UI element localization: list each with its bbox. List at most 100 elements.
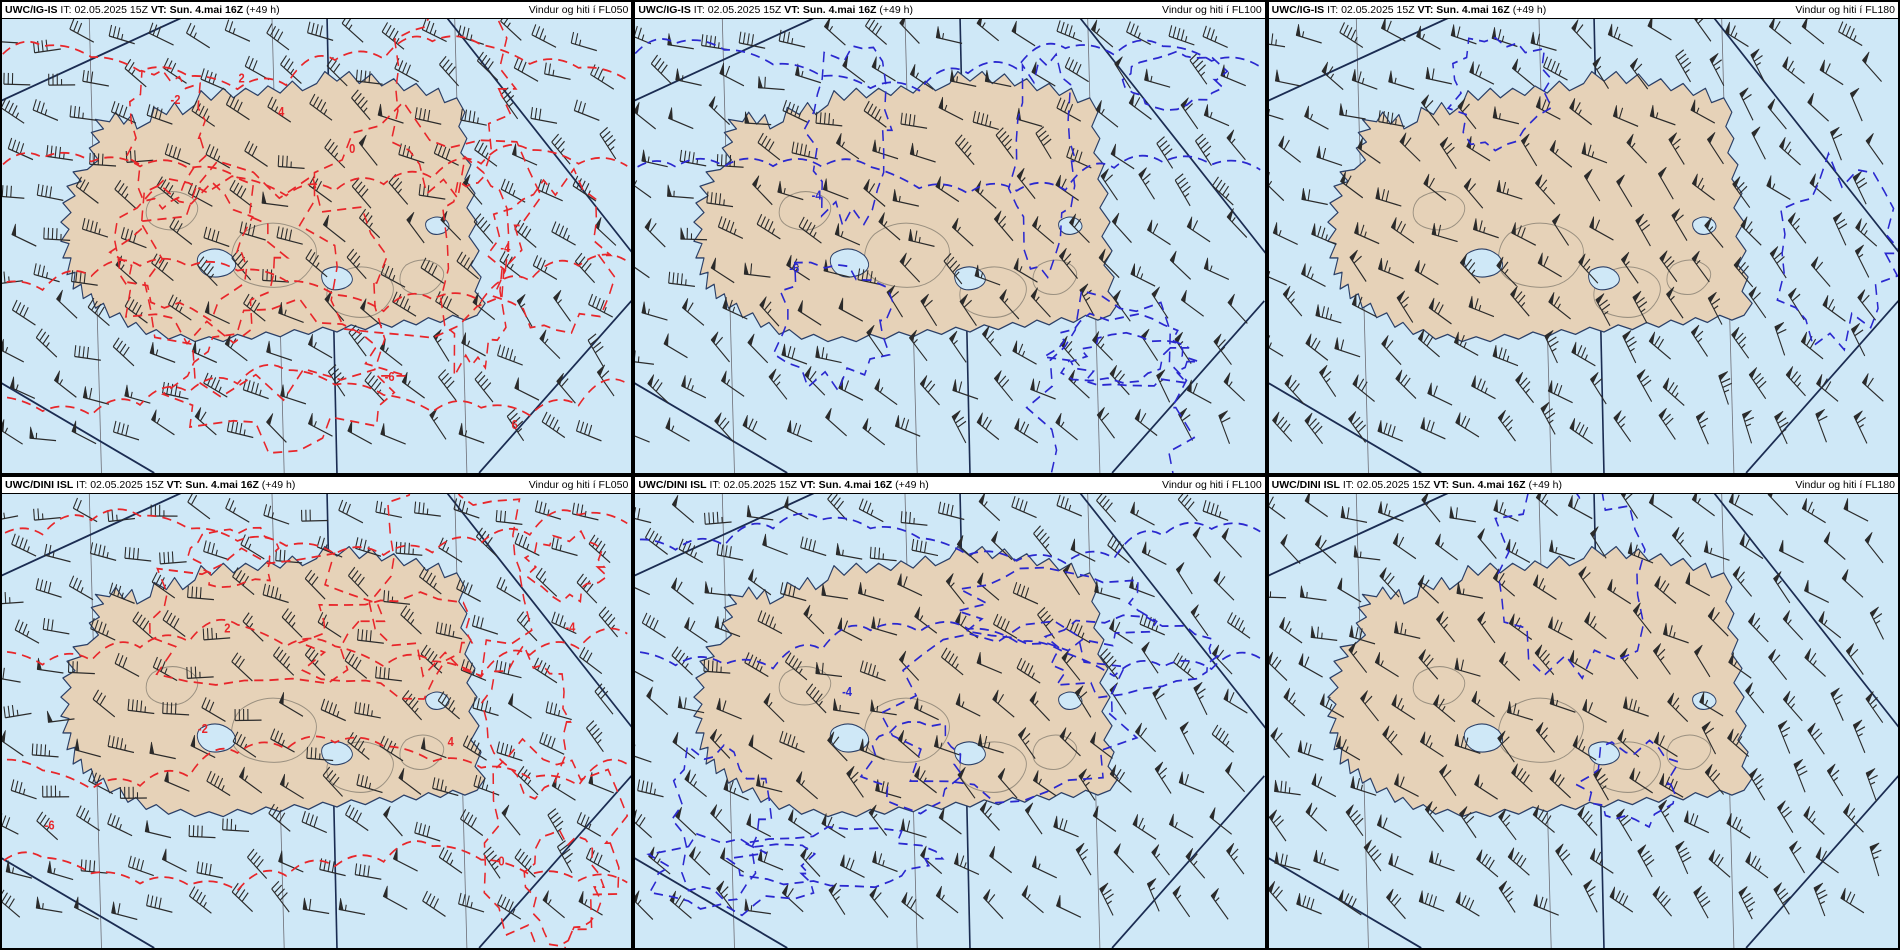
isotherm-label: -6 — [385, 369, 395, 384]
lead-time: (+49 h) — [261, 478, 296, 491]
valid-time-value: Sun. 4.mai 16Z — [818, 478, 893, 491]
issue-time-value: 02.05.2025 15Z — [707, 3, 782, 16]
isotherm-label: 4 — [278, 104, 284, 119]
weather-panel-6[interactable]: UWC/DINI ISL IT: 02.05.2025 15Z VT: Sun.… — [1266, 475, 1900, 950]
panel-header: UWC/IG-IS IT: 02.05.2025 15Z VT: Sun. 4.… — [1268, 2, 1898, 19]
iceland-landmass — [693, 545, 1120, 818]
isotherm-contours: -4 -6 — [635, 38, 1261, 473]
weather-panel-3[interactable]: UWC/IG-IS IT: 02.05.2025 15Z VT: Sun. 4.… — [1266, 0, 1900, 475]
iceland-landmass — [1326, 545, 1753, 818]
panel-run-info: UWC/IG-IS IT: 02.05.2025 15Z VT: Sun. 4.… — [638, 3, 913, 18]
valid-time-label: VT: — [800, 478, 816, 491]
map-canvas[interactable]: -4 — [635, 494, 1265, 948]
isotherm-label: -4 — [565, 620, 575, 635]
panel-header: UWC/DINI ISL IT: 02.05.2025 15Z VT: Sun.… — [1268, 477, 1898, 494]
lakes — [830, 691, 1083, 766]
weather-panel-2[interactable]: UWC/IG-IS IT: 02.05.2025 15Z VT: Sun. 4.… — [633, 0, 1267, 475]
map-canvas[interactable]: -4 -6 — [635, 19, 1265, 473]
weather-panel-4[interactable]: UWC/DINI ISL IT: 02.05.2025 15Z VT: Sun.… — [0, 475, 634, 950]
valid-time-label: VT: — [166, 478, 183, 491]
panel-product-label: Vindur og hiti í FL050 — [528, 478, 629, 491]
wind-barb-field — [2, 494, 618, 921]
issue-time-value: 02.05.2025 15Z — [1356, 478, 1431, 491]
issue-time-label: IT: — [1342, 478, 1354, 491]
lead-time: (+49 h) — [1512, 3, 1547, 16]
isotherm-contours: -4 — [635, 512, 1261, 917]
issue-time-label: IT: — [76, 478, 88, 491]
model-name: UWC/DINI ISL — [5, 478, 74, 491]
panel-run-info: UWC/IG-IS IT: 02.05.2025 15Z VT: Sun. 4.… — [1272, 3, 1547, 18]
weather-panel-1[interactable]: UWC/IG-IS IT: 02.05.2025 15Z VT: Sun. 4.… — [0, 0, 634, 475]
valid-time-label: VT: — [784, 3, 800, 16]
isotherm-label: -2 — [198, 721, 208, 736]
issue-time-value: 02.05.2025 15Z — [723, 478, 798, 491]
lead-time: (+49 h) — [895, 478, 929, 491]
isotherm-contours: -2 0 2 4 -4 -6 — [2, 494, 629, 948]
wind-barb-field — [2, 19, 617, 445]
model-name: UWC/DINI ISL — [1271, 478, 1340, 491]
issue-time-value: 02.05.2025 15Z — [90, 478, 164, 491]
isotherm-contours: -2 0 2 4 6 -4 -6 — [2, 19, 628, 454]
valid-time-value: Sun. 4.mai 16Z — [1452, 478, 1526, 491]
isotherm-label: 2 — [239, 70, 245, 85]
model-name: UWC/IG-IS — [5, 3, 58, 16]
panel-product-label: Vindur og hiti í FL050 — [528, 3, 629, 16]
iceland-landmass — [1326, 70, 1753, 343]
issue-time-label: IT: — [709, 478, 721, 491]
iceland-landmass — [60, 70, 486, 343]
isotherm-label: 0 — [498, 854, 504, 869]
panel-run-info: UWC/IG-IS IT: 02.05.2025 15Z VT: Sun. 4.… — [5, 3, 280, 18]
panel-run-info: UWC/DINI ISL IT: 02.05.2025 15Z VT: Sun.… — [5, 478, 295, 493]
isotherm-contours — [1493, 494, 1680, 829]
lead-time: (+49 h) — [246, 3, 280, 16]
isotherm-contours — [1446, 36, 1898, 352]
isotherm-label: -4 — [812, 188, 822, 203]
valid-time-value: Sun. 4.mai 16Z — [185, 478, 259, 491]
weather-panel-5[interactable]: UWC/DINI ISL IT: 02.05.2025 15Z VT: Sun.… — [633, 475, 1267, 950]
map-canvas[interactable] — [1268, 494, 1898, 948]
valid-time-value: Sun. 4.mai 16Z — [1436, 3, 1510, 16]
valid-time-value: Sun. 4.mai 16Z — [169, 3, 244, 16]
wind-barb-field — [635, 494, 1251, 920]
issue-time-value: 02.05.2025 15Z — [74, 3, 148, 16]
model-name: UWC/IG-IS — [1271, 3, 1325, 16]
model-name: UWC/IG-IS — [638, 3, 691, 16]
valid-time-label: VT: — [1417, 3, 1434, 16]
panel-header: UWC/IG-IS IT: 02.05.2025 15Z VT: Sun. 4.… — [2, 2, 632, 19]
map-canvas[interactable]: -2 0 2 4 -4 -6 — [2, 494, 632, 948]
panel-product-label: Vindur og hiti í FL180 — [1795, 478, 1895, 491]
map-canvas[interactable] — [1268, 19, 1898, 473]
issue-time-label: IT: — [693, 3, 705, 16]
lead-time: (+49 h) — [879, 3, 913, 16]
panel-run-info: UWC/DINI ISL IT: 02.05.2025 15Z VT: Sun.… — [1272, 478, 1562, 493]
panel-product-label: Vindur og hiti í FL180 — [1795, 3, 1895, 16]
panel-product-label: Vindur og hiti í FL100 — [1162, 478, 1262, 491]
valid-time-value: Sun. 4.mai 16Z — [802, 3, 877, 16]
panel-header: UWC/IG-IS IT: 02.05.2025 15Z VT: Sun. 4.… — [635, 2, 1265, 19]
panel-header: UWC/DINI ISL IT: 02.05.2025 15Z VT: Sun.… — [635, 477, 1265, 494]
isotherm-label: 4 — [448, 734, 454, 749]
iceland-landmass — [60, 545, 486, 818]
panel-header: UWC/DINI ISL IT: 02.05.2025 15Z VT: Sun.… — [2, 477, 632, 494]
model-name: UWC/DINI ISL — [638, 478, 707, 491]
isotherm-label: -4 — [500, 240, 510, 255]
panel-run-info: UWC/DINI ISL IT: 02.05.2025 15Z VT: Sun.… — [638, 478, 928, 493]
isotherm-label: 0 — [349, 141, 355, 156]
isotherm-label: -6 — [790, 260, 800, 275]
isotherm-label: -4 — [842, 684, 852, 699]
map-canvas[interactable]: -2 0 2 4 6 -4 -6 — [2, 19, 632, 473]
isotherm-label: 6 — [512, 417, 518, 432]
issue-time-label: IT: — [1327, 3, 1339, 16]
lead-time: (+49 h) — [1528, 478, 1563, 491]
valid-time-label: VT: — [150, 3, 167, 16]
lakes — [1463, 691, 1717, 766]
isotherm-label: -6 — [45, 818, 55, 833]
wind-barb-field — [635, 19, 1249, 446]
issue-time-label: IT: — [60, 3, 72, 16]
lakes — [196, 216, 450, 291]
valid-time-label: VT: — [1433, 478, 1450, 491]
panel-product-label: Vindur og hiti í FL100 — [1162, 3, 1262, 16]
wind-barb-field — [1268, 19, 1884, 445]
wind-barb-field — [1268, 494, 1884, 920]
